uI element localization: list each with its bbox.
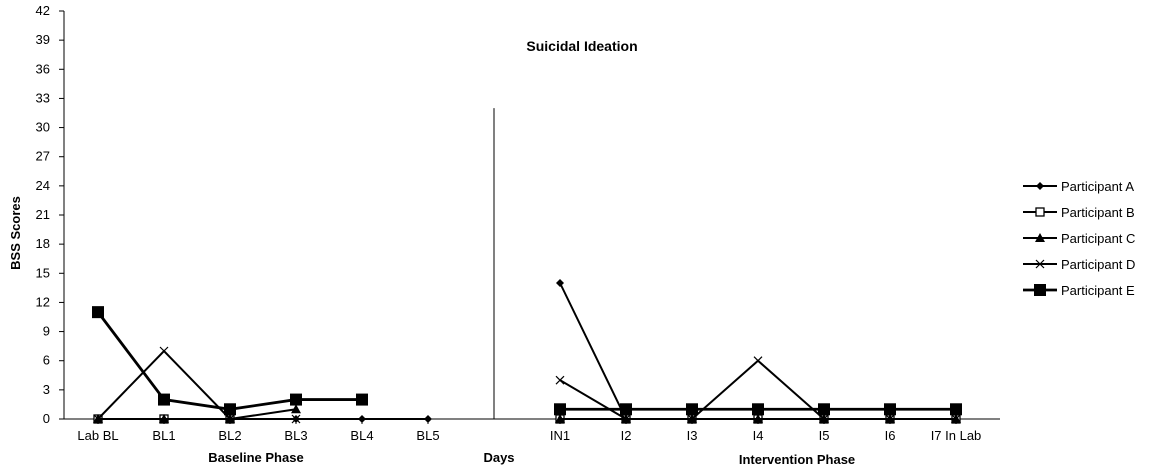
data-point [159,414,169,423]
legend-label: Participant D [1061,257,1135,272]
x-tick-label: BL3 [284,428,307,443]
series-participant-d [93,346,961,424]
legend-item: Participant E [1023,283,1135,298]
data-point [159,346,169,356]
data-point [555,375,565,385]
data-point [753,356,763,366]
data-point [92,306,104,319]
y-tick-label: 12 [36,294,50,309]
data-point [555,414,565,423]
x-tick-label: I5 [819,428,830,443]
x-tick-label: I7 In Lab [931,428,982,443]
y-tick-label: 33 [36,90,50,105]
series-layer [92,279,962,424]
y-tick-label: 24 [36,178,50,193]
x-tick-label: IN1 [550,428,570,443]
y-tick-label: 9 [43,324,50,339]
baseline-phase-label: Baseline Phase [208,450,303,465]
series-line [559,282,956,420]
x-tick-label: BL2 [218,428,241,443]
axes [63,11,1000,420]
data-point [951,414,961,424]
x-tick-label: I6 [885,428,896,443]
legend: Participant A Participant B Participant C P… [1023,179,1135,298]
x-tick-label: BL5 [416,428,439,443]
x-tick-label: BL4 [350,428,373,443]
y-tick-label: 0 [43,411,50,426]
data-point [818,403,830,416]
y-tick-label: 36 [36,61,50,76]
y-axis-title: BSS Scores [8,196,23,270]
legend-marker [1035,259,1045,269]
x-axis-title: Days [483,450,514,465]
legend-marker [1035,207,1045,217]
legend-marker [1034,284,1046,296]
data-point [687,414,697,424]
data-point [158,393,170,406]
x-axis-ticks: Lab BL BL1 BL2 BL3 BL4 BL5 IN1 I2 I3 I4 I5 I6 I7 In … [77,419,981,443]
data-point [356,393,368,406]
data-point [819,414,829,424]
legend-marker [1036,182,1044,190]
data-point [93,414,103,424]
y-tick-label: 27 [36,149,50,164]
data-point [753,414,763,423]
x-tick-label: BL1 [152,428,175,443]
x-tick-label: Lab BL [77,428,118,443]
data-point [225,414,235,424]
data-point [884,403,896,416]
y-tick-label: 6 [43,353,50,368]
legend-label: Participant B [1061,205,1135,220]
legend-label: Participant C [1061,231,1135,246]
data-point [554,403,566,416]
series-line [98,408,297,420]
legend-item: Participant D [1023,257,1135,272]
y-tick-label: 3 [43,382,50,397]
y-tick-label: 21 [36,207,50,222]
x-tick-label: I3 [687,428,698,443]
data-point [752,403,764,416]
data-point [358,415,366,423]
data-point [291,404,301,414]
y-tick-label: 30 [36,120,50,135]
x-tick-label: I4 [753,428,764,443]
series-participant-a [94,279,960,423]
data-point [621,414,631,424]
series-participant-e [92,306,962,416]
legend-item: Participant B [1023,205,1135,220]
data-point [424,415,432,423]
series-line [96,311,362,411]
data-point [224,403,236,416]
legend-label: Participant E [1061,283,1135,298]
data-point [686,403,698,416]
intervention-phase-label: Intervention Phase [739,452,855,467]
legend-item: Participant A [1023,179,1134,194]
chart-title: Suicidal Ideation [526,38,637,54]
data-point [620,403,632,416]
y-tick-label: 15 [36,265,50,280]
legend-marker [1035,233,1045,242]
y-tick-label: 42 [36,3,50,18]
data-point [291,414,301,424]
y-tick-label: 39 [36,32,50,47]
data-point [290,393,302,406]
data-point [950,403,962,416]
y-tick-label: 18 [36,236,50,251]
legend-item: Participant C [1023,231,1135,246]
x-tick-label: I2 [621,428,632,443]
data-point [885,414,895,424]
legend-label: Participant A [1061,179,1134,194]
data-point [556,279,564,287]
series-line [97,349,296,420]
